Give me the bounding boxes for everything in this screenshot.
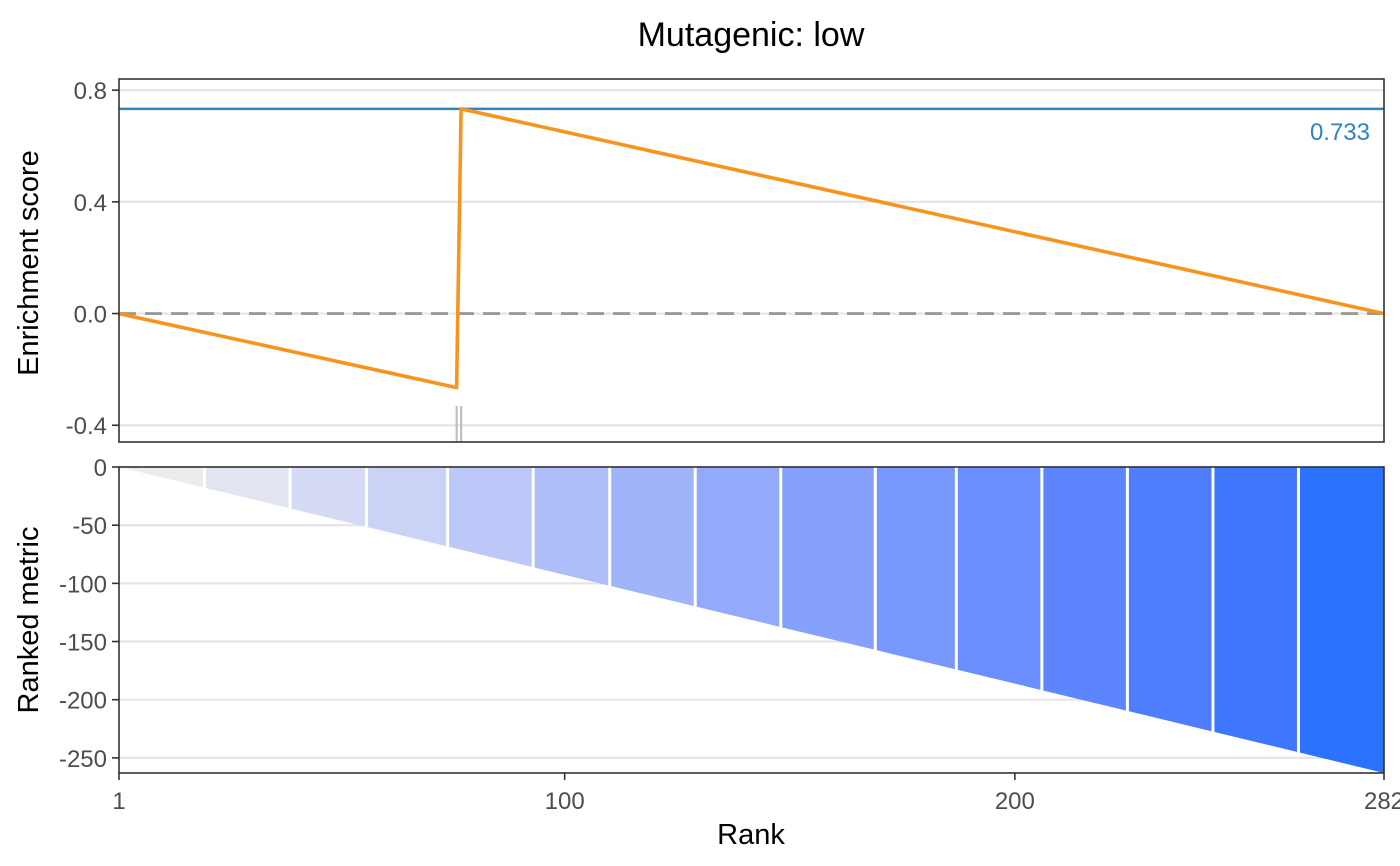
metric-band — [290, 467, 367, 527]
metric-band — [1212, 467, 1299, 753]
metric-band — [780, 467, 876, 650]
metric-band — [447, 467, 534, 568]
metric-band — [119, 467, 205, 488]
metric-band — [875, 467, 957, 670]
metric-panel-border — [118, 466, 1385, 774]
es-y-tick-label: -0.4 — [66, 413, 107, 440]
max-es-label: 0.733 — [1310, 119, 1370, 146]
x-axis-label: Rank — [717, 819, 785, 851]
es-y-tick-label: 0.8 — [74, 78, 107, 105]
metric-y-tick-label: -50 — [72, 513, 107, 540]
x-tick-label: 1 — [112, 788, 125, 815]
metric-y-tick-label: -100 — [59, 571, 107, 598]
es-y-tick-label: 0.0 — [74, 302, 107, 329]
metric-y-tick-label: -200 — [59, 688, 107, 715]
chart-title: Mutagenic: low — [638, 16, 865, 54]
es-y-axis-label: Enrichment score — [13, 150, 45, 376]
metric-band — [1041, 467, 1128, 711]
metric-band — [956, 467, 1042, 691]
es-panel-border — [118, 78, 1385, 443]
x-tick-label: 100 — [545, 788, 585, 815]
metric-y-tick-label: 0 — [94, 455, 107, 482]
metric-band — [204, 467, 291, 509]
metric-band — [1127, 467, 1213, 732]
enrichment-score-line — [118, 107, 1385, 390]
metric-y-tick-label: -250 — [59, 746, 107, 773]
enrichment-score-panel: -0.4 0.0 0.4 0.8 0.733 — [66, 78, 1385, 443]
x-tick-label: 200 — [995, 788, 1035, 815]
es-y-tick-label: 0.4 — [74, 190, 107, 217]
metric-band — [695, 467, 781, 628]
metric-band — [533, 467, 610, 586]
metric-band — [366, 467, 448, 547]
metric-band — [609, 467, 696, 607]
metric-y-axis-label: Ranked metric — [13, 527, 45, 714]
x-tick-label: 282 — [1364, 788, 1400, 815]
metric-band — [1298, 467, 1384, 773]
metric-y-tick-label: -150 — [59, 630, 107, 657]
